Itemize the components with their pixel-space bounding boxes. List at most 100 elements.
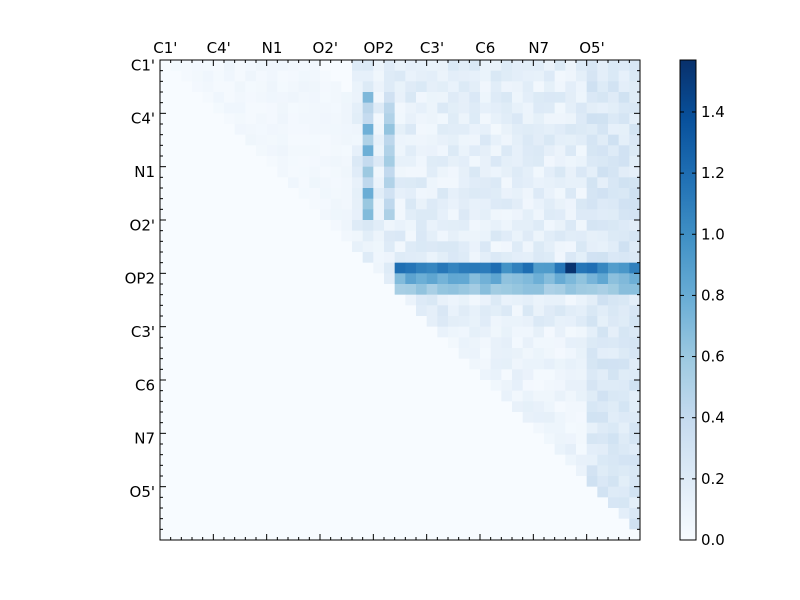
heatmap-cell [565, 60, 577, 71]
heatmap-cell [266, 124, 278, 135]
heatmap-cell [618, 476, 630, 487]
heatmap-cell [277, 70, 289, 82]
heatmap-cell [234, 166, 246, 178]
heatmap-cell [416, 529, 427, 541]
heatmap-cell [490, 92, 502, 103]
heatmap-cell [394, 497, 406, 509]
heatmap-cell [341, 60, 353, 71]
heatmap-cell [256, 337, 267, 349]
heatmap-cell [416, 156, 427, 167]
heatmap-cell [629, 241, 641, 253]
heatmap-cell [501, 422, 513, 434]
heatmap-cell [437, 188, 449, 199]
heatmap-cell [544, 294, 555, 306]
heatmap-cell [586, 422, 598, 434]
heatmap-cell [533, 92, 545, 103]
heatmap-cell [565, 529, 577, 541]
heatmap-cell [586, 81, 598, 93]
heatmap-cell [512, 252, 523, 263]
heatmap-cell [586, 305, 598, 317]
x-tick-label: OP2 [363, 39, 393, 57]
heatmap-cell [288, 177, 299, 189]
heatmap-cell [202, 198, 214, 210]
heatmap-cell [576, 294, 587, 306]
heatmap-cell [160, 508, 171, 519]
heatmap-cell [213, 177, 225, 189]
heatmap-cell [394, 337, 406, 349]
heatmap-cell [330, 252, 342, 263]
heatmap-cell [629, 273, 641, 285]
heatmap-cell [448, 145, 459, 157]
heatmap-cell [170, 241, 182, 253]
heatmap-cell [522, 60, 534, 71]
heatmap-cell [320, 92, 331, 103]
heatmap-cell [181, 348, 193, 359]
heatmap-cell [448, 316, 459, 327]
heatmap-cell [384, 454, 395, 466]
heatmap-cell [426, 497, 438, 509]
heatmap-cell [234, 92, 246, 103]
heatmap-cell [309, 70, 321, 82]
heatmap-cell [192, 113, 203, 125]
heatmap-cell [448, 124, 459, 135]
heatmap-cell [554, 476, 566, 487]
heatmap-cell [522, 422, 534, 434]
heatmap-cell [256, 358, 267, 370]
heatmap-cell [213, 188, 225, 199]
heatmap-cell [352, 92, 363, 103]
heatmap-cell [565, 166, 577, 178]
heatmap-cell [480, 380, 491, 391]
heatmap-cell [437, 497, 449, 509]
heatmap-cell [298, 316, 310, 327]
heatmap-cell [554, 230, 566, 242]
heatmap-cell [277, 177, 289, 189]
heatmap-cell [554, 262, 566, 274]
heatmap-cell [458, 518, 470, 530]
heatmap-cell [288, 252, 299, 263]
heatmap-cell [170, 518, 182, 530]
heatmap-cell [384, 230, 395, 242]
heatmap-cell [501, 390, 513, 402]
heatmap-cell [480, 433, 491, 445]
heatmap-cell [597, 198, 609, 210]
heatmap-cell [256, 390, 267, 402]
heatmap-cell [426, 177, 438, 189]
heatmap-cell [373, 401, 385, 413]
heatmap-cell [266, 70, 278, 82]
heatmap-cell [512, 454, 523, 466]
heatmap-cell [469, 145, 481, 157]
heatmap-cell [618, 81, 630, 93]
heatmap-cell [277, 433, 289, 445]
heatmap-cell [298, 422, 310, 434]
heatmap-cell [309, 92, 321, 103]
heatmap-cell [512, 70, 523, 82]
heatmap-cell [330, 529, 342, 541]
heatmap-cell [234, 252, 246, 263]
heatmap-cell [576, 252, 587, 263]
heatmap-cell [394, 209, 406, 221]
heatmap-cell [266, 497, 278, 509]
heatmap-cell [234, 316, 246, 327]
heatmap-cell [533, 412, 545, 423]
heatmap-cell [618, 380, 630, 391]
heatmap-cell [490, 284, 502, 295]
heatmap-cell [224, 188, 235, 199]
colorbar-tick-label: 0.0 [701, 531, 725, 549]
heatmap-cell [469, 113, 481, 125]
heatmap-cell [554, 348, 566, 359]
heatmap-cell [298, 358, 310, 370]
y-tick-label: OP2 [125, 270, 155, 288]
heatmap-cell [522, 476, 534, 487]
heatmap-cell [266, 369, 278, 381]
heatmap-cell [458, 412, 470, 423]
heatmap-cell [320, 273, 331, 285]
heatmap-cell [618, 369, 630, 381]
heatmap-cell [618, 529, 630, 541]
heatmap-cell [512, 358, 523, 370]
heatmap-cell [544, 145, 555, 157]
heatmap-cell [256, 230, 267, 242]
heatmap-cell [256, 209, 267, 221]
heatmap-cell [426, 476, 438, 487]
heatmap-cell [458, 284, 470, 295]
heatmap-cell [629, 252, 641, 263]
